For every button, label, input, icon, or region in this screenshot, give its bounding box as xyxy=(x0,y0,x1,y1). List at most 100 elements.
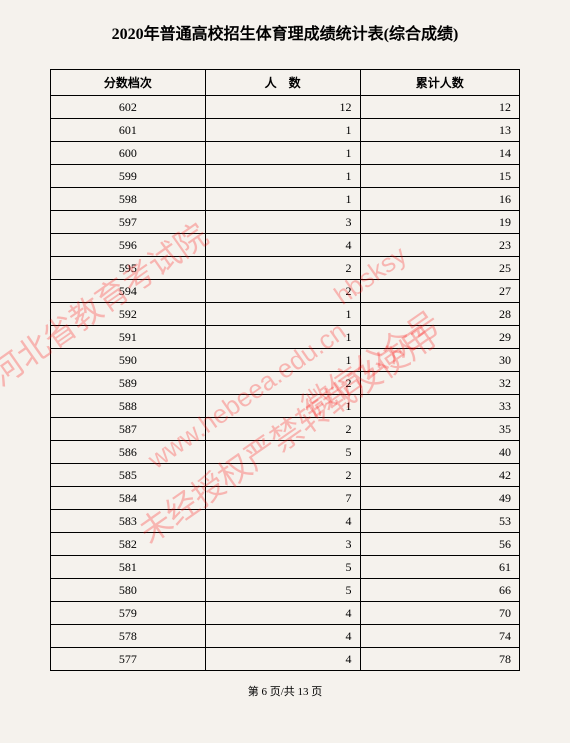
table-row: 589232 xyxy=(51,372,520,395)
cell-cumulative: 25 xyxy=(360,257,519,280)
cell-cumulative: 16 xyxy=(360,188,519,211)
cell-count: 2 xyxy=(205,257,360,280)
cell-cumulative: 40 xyxy=(360,441,519,464)
table-row: 578474 xyxy=(51,625,520,648)
cell-count: 1 xyxy=(205,188,360,211)
table-row: 6021212 xyxy=(51,96,520,119)
page-footer: 第 6 页/共 13 页 xyxy=(50,683,520,699)
cell-score: 581 xyxy=(51,556,206,579)
cell-count: 1 xyxy=(205,142,360,165)
cell-cumulative: 13 xyxy=(360,119,519,142)
cell-cumulative: 33 xyxy=(360,395,519,418)
cell-cumulative: 74 xyxy=(360,625,519,648)
cell-cumulative: 29 xyxy=(360,326,519,349)
cell-count: 4 xyxy=(205,625,360,648)
table-row: 598116 xyxy=(51,188,520,211)
cell-count: 4 xyxy=(205,234,360,257)
table-row: 583453 xyxy=(51,510,520,533)
cell-score: 599 xyxy=(51,165,206,188)
cell-cumulative: 32 xyxy=(360,372,519,395)
cell-cumulative: 27 xyxy=(360,280,519,303)
cell-score: 594 xyxy=(51,280,206,303)
cell-count: 5 xyxy=(205,579,360,602)
header-count: 人 数 xyxy=(205,70,360,96)
cell-score: 585 xyxy=(51,464,206,487)
page-title: 2020年普通高校招生体育理成绩统计表(综合成绩) xyxy=(50,20,520,44)
table-row: 591129 xyxy=(51,326,520,349)
cell-score: 579 xyxy=(51,602,206,625)
cell-count: 1 xyxy=(205,119,360,142)
table-row: 581561 xyxy=(51,556,520,579)
table-row: 595225 xyxy=(51,257,520,280)
cell-score: 602 xyxy=(51,96,206,119)
cell-count: 2 xyxy=(205,464,360,487)
cell-score: 589 xyxy=(51,372,206,395)
table-row: 585242 xyxy=(51,464,520,487)
cell-cumulative: 78 xyxy=(360,648,519,671)
cell-cumulative: 23 xyxy=(360,234,519,257)
cell-score: 596 xyxy=(51,234,206,257)
cell-count: 1 xyxy=(205,349,360,372)
table-row: 590130 xyxy=(51,349,520,372)
table-row: 592128 xyxy=(51,303,520,326)
cell-cumulative: 49 xyxy=(360,487,519,510)
cell-count: 2 xyxy=(205,418,360,441)
table-row: 601113 xyxy=(51,119,520,142)
cell-cumulative: 30 xyxy=(360,349,519,372)
score-table: 分数档次 人 数 累计人数 60212126011136001145991155… xyxy=(50,69,520,671)
header-cumulative: 累计人数 xyxy=(360,70,519,96)
cell-score: 580 xyxy=(51,579,206,602)
cell-score: 590 xyxy=(51,349,206,372)
table-row: 586540 xyxy=(51,441,520,464)
cell-cumulative: 28 xyxy=(360,303,519,326)
cell-score: 591 xyxy=(51,326,206,349)
cell-score: 584 xyxy=(51,487,206,510)
cell-count: 3 xyxy=(205,533,360,556)
cell-cumulative: 15 xyxy=(360,165,519,188)
cell-cumulative: 14 xyxy=(360,142,519,165)
cell-score: 586 xyxy=(51,441,206,464)
cell-score: 601 xyxy=(51,119,206,142)
cell-count: 7 xyxy=(205,487,360,510)
table-row: 594227 xyxy=(51,280,520,303)
cell-cumulative: 66 xyxy=(360,579,519,602)
cell-score: 592 xyxy=(51,303,206,326)
cell-count: 3 xyxy=(205,211,360,234)
cell-score: 583 xyxy=(51,510,206,533)
table-row: 599115 xyxy=(51,165,520,188)
cell-count: 4 xyxy=(205,510,360,533)
cell-count: 4 xyxy=(205,602,360,625)
table-row: 600114 xyxy=(51,142,520,165)
cell-score: 595 xyxy=(51,257,206,280)
cell-cumulative: 42 xyxy=(360,464,519,487)
cell-cumulative: 35 xyxy=(360,418,519,441)
table-row: 587235 xyxy=(51,418,520,441)
cell-count: 4 xyxy=(205,648,360,671)
cell-score: 597 xyxy=(51,211,206,234)
table-row: 597319 xyxy=(51,211,520,234)
cell-cumulative: 70 xyxy=(360,602,519,625)
table-row: 588133 xyxy=(51,395,520,418)
cell-score: 587 xyxy=(51,418,206,441)
table-row: 584749 xyxy=(51,487,520,510)
cell-count: 1 xyxy=(205,303,360,326)
cell-score: 600 xyxy=(51,142,206,165)
table-header-row: 分数档次 人 数 累计人数 xyxy=(51,70,520,96)
cell-cumulative: 61 xyxy=(360,556,519,579)
cell-count: 5 xyxy=(205,556,360,579)
table-row: 582356 xyxy=(51,533,520,556)
table-row: 577478 xyxy=(51,648,520,671)
document-page: 2020年普通高校招生体育理成绩统计表(综合成绩) 分数档次 人 数 累计人数 … xyxy=(0,0,570,743)
cell-count: 2 xyxy=(205,280,360,303)
cell-count: 12 xyxy=(205,96,360,119)
header-score: 分数档次 xyxy=(51,70,206,96)
cell-cumulative: 53 xyxy=(360,510,519,533)
cell-count: 1 xyxy=(205,326,360,349)
cell-cumulative: 19 xyxy=(360,211,519,234)
cell-score: 588 xyxy=(51,395,206,418)
cell-count: 1 xyxy=(205,395,360,418)
cell-score: 577 xyxy=(51,648,206,671)
cell-score: 578 xyxy=(51,625,206,648)
table-row: 580566 xyxy=(51,579,520,602)
cell-count: 5 xyxy=(205,441,360,464)
